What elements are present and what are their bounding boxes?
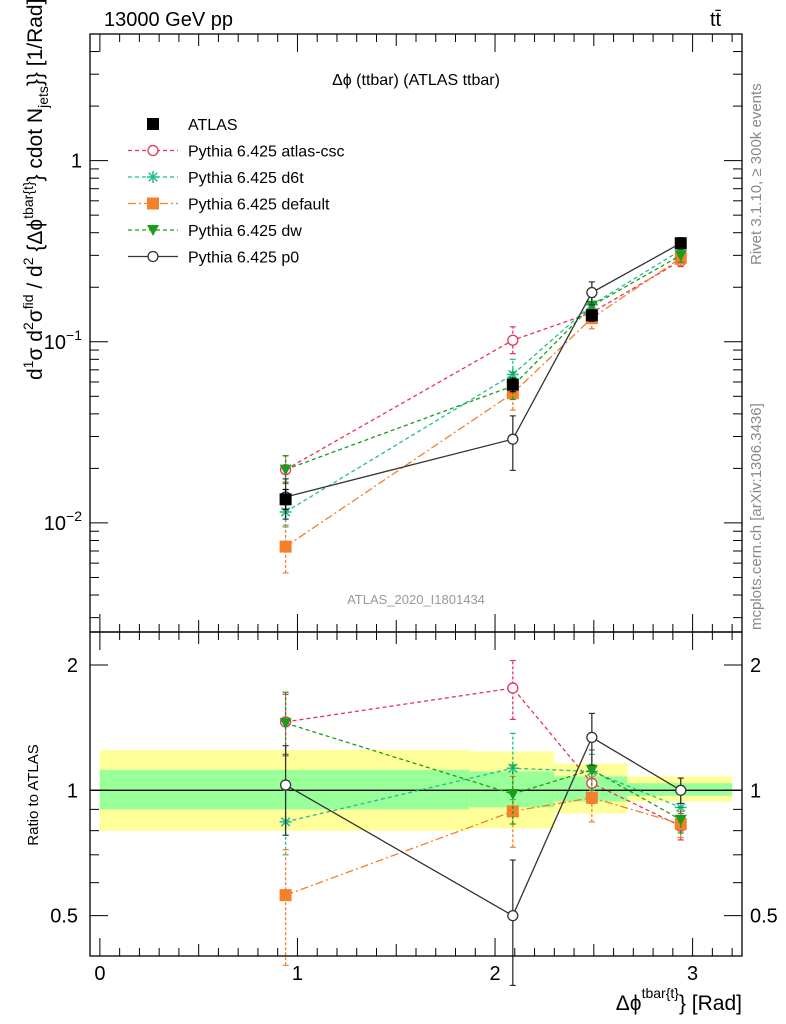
legend-label: Pythia 6.425 default [188,197,330,214]
legend-marker [147,118,159,130]
ratio-point [506,788,519,800]
x-tick-label: 0 [94,963,105,985]
x-tick-label: 1 [292,963,303,985]
ratio-point [279,889,292,902]
legend-entry: Pythia 6.425 d6t [128,170,304,187]
main-series-line [285,254,682,471]
ratio-y-tick-label: 2 [67,655,78,677]
main-y-axis-label: d1σ d2σfid / d2 {Δϕtbar{t}} cdot Njets}}… [20,0,51,380]
legend-marker [147,144,159,157]
main-series-line [285,249,682,513]
x-axis-label-text: Δϕtbar{t}} [Rad] [616,985,742,1015]
legend-entry: Pythia 6.425 p0 [128,250,299,267]
main-series-2 [279,250,687,574]
x-tick-label: 3 [687,963,698,985]
main-point [585,300,598,312]
ratio-point [507,909,519,922]
main-point [507,433,519,445]
main-point [279,493,292,506]
legend-label: Pythia 6.425 dw [188,223,302,240]
main-series-5 [279,237,687,510]
main-point [506,378,519,391]
main-y-axis-label-text: d1σ d2σfid / d2 {Δϕtbar{t}} cdot Njets}}… [20,0,51,380]
chart-title: Δϕ (ttbar) (ATLAS ttbar) [332,72,500,89]
ratio-series-4 [279,712,687,986]
ratio-y-tick-labels: 0.5 0.5 1 1 2 2 [50,655,778,928]
ratio-y-tick-label: 1 [67,780,78,802]
legend-label: Pythia 6.425 atlas-csc [188,144,345,161]
main-series-0 [279,253,687,483]
ratio-series-line [285,722,682,821]
energy-label: 13000 GeV pp [104,9,233,31]
ratio-axis-ticks [90,632,742,957]
ratio-point [585,791,598,804]
main-series-line [285,260,682,471]
legend-entry: Pythia 6.425 default [128,197,330,214]
main-y-tick-label: 1 [71,151,82,173]
legend: ATLAS Pythia 6.425 atlas-csc Pythia 6.425 … [128,117,345,267]
main-series-1 [279,242,687,528]
legend-entry: Pythia 6.425 dw [128,223,302,240]
main-axis-ticks [90,33,742,632]
legend-label: Pythia 6.425 p0 [188,250,299,267]
main-series [279,237,687,574]
ratio-y-tick-label: 0.5 [50,906,78,928]
ratio-panel: 0.5 0.5 1 1 2 2 0 1 2 3 Ratio to ATLAS [25,631,778,986]
main-point [585,309,598,322]
ratio-series-line [285,687,682,827]
main-point [507,334,519,346]
legend-marker [147,171,159,183]
process-label: tt̄ [710,9,722,31]
legend-label: ATLAS [188,117,238,134]
legend-entry: Pythia 6.425 atlas-csc [128,144,345,161]
main-y-tick-label: 10−1 [44,327,82,354]
ratio-y-tick-label-right: 1 [750,780,761,802]
ratio-series [279,659,687,986]
x-tick-label: 2 [489,963,500,985]
ratio-series-line [285,797,681,896]
x-axis-label: Δϕtbar{t}} [Rad] [616,985,742,1015]
legend-marker [147,197,159,210]
main-panel: 10−2 10−1 1 Δϕ (ttbar) (ATLAS ttbar) ATLAS… [44,33,743,633]
ratio-point [586,731,598,744]
legend-marker [147,250,159,263]
x-tick-labels: 0 1 2 3 [94,963,698,985]
ratio-series-3 [279,691,687,834]
rivet-version-label: Rivet 3.1.10, ≥ 300k events [748,83,765,265]
main-y-tick-label: 10−2 [44,508,82,535]
legend-entry: ATLAS [147,117,238,134]
main-point [279,464,292,476]
main-point [279,540,292,553]
main-series-line [285,242,682,498]
main-series-3 [279,248,687,485]
ratio-point [585,764,598,776]
ratio-point [675,784,687,796]
main-y-tick-labels: 10−2 10−1 1 [44,151,82,535]
ratio-y-tick-label-right: 2 [750,655,761,677]
main-point [674,250,687,262]
ratio-y-axis-label: Ratio to ATLAS [25,744,42,845]
ratio-point [279,718,292,730]
ratio-point [674,814,687,826]
analysis-tag: ATLAS_2020_I1801434 [347,592,485,607]
main-series-line [285,257,682,548]
ratio-series-line [285,767,681,823]
main-point [674,237,687,250]
ratio-y-tick-label-right: 0.5 [750,906,778,928]
main-series-4 [279,237,687,520]
ratio-series-line [285,736,682,917]
source-label: mcplots.cern.ch [arXiv:1306.3436] [748,403,765,630]
legend-marker [147,225,159,236]
ratio-point [279,779,292,791]
main-point [586,286,598,299]
ratio-point [507,682,519,694]
legend-label: Pythia 6.425 d6t [188,170,304,187]
